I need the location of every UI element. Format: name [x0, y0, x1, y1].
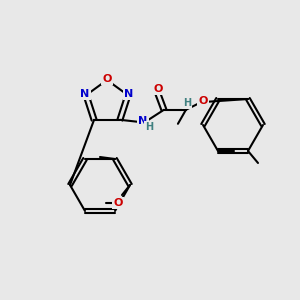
Text: N: N	[80, 89, 90, 99]
Text: N: N	[124, 89, 134, 99]
Text: O: O	[102, 74, 112, 84]
Text: O: O	[153, 84, 163, 94]
Text: O: O	[198, 96, 208, 106]
Text: N: N	[138, 116, 148, 126]
Text: H: H	[145, 122, 153, 132]
Text: H: H	[183, 98, 191, 108]
Text: O: O	[113, 198, 123, 208]
